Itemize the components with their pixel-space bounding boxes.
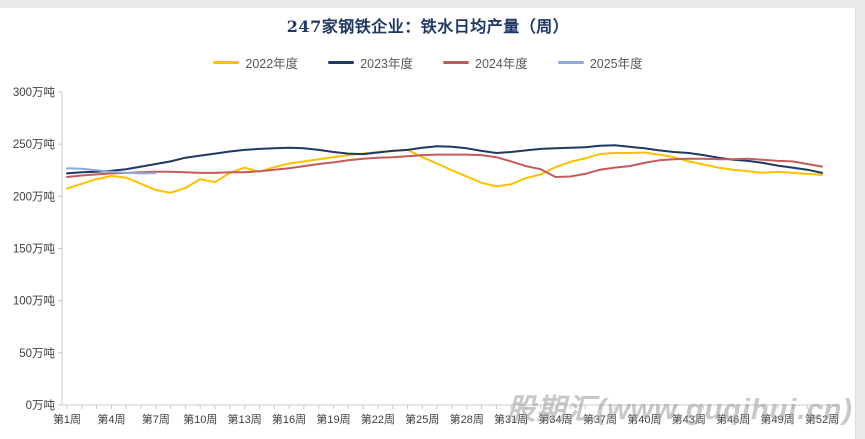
x-tick-label: 第10周	[183, 412, 217, 426]
x-tick-label: 第37周	[583, 412, 617, 426]
y-tick-label: 100万吨	[13, 295, 56, 308]
legend-item-2025: 2025年度	[557, 53, 643, 72]
legend-item-2022: 2022年度	[213, 53, 298, 72]
chart-legend: 2022年度 2023年度 2024年度 2025年度	[0, 53, 856, 72]
series-2024-line	[66, 153, 823, 178]
legend-swatch-2024	[443, 61, 469, 64]
x-tick-label: 第7周	[142, 412, 170, 426]
series-2023-line	[66, 144, 823, 175]
legend-swatch-2022	[213, 61, 240, 64]
series-2022-line	[66, 148, 823, 194]
legend-label-2022: 2022年度	[245, 57, 299, 71]
y-tick-label: 250万吨	[13, 138, 56, 151]
x-tick-label: 第25周	[405, 412, 439, 426]
x-tick-label: 第13周	[228, 412, 262, 426]
legend-item-2024: 2024年度	[443, 53, 528, 72]
series-2025-line	[66, 167, 157, 175]
legend-label-2024: 2024年度	[475, 57, 528, 71]
y-tick-label: 200万吨	[13, 190, 56, 203]
x-tick-label: 第22周	[361, 412, 395, 426]
x-tick-label: 第28周	[450, 412, 484, 426]
chart-title: 247家钢铁企业：铁水日均产量（周）	[286, 17, 570, 36]
x-tick-label: 第16周	[272, 412, 306, 426]
y-tick-label: 0万吨	[26, 399, 56, 412]
legend-swatch-2025	[557, 61, 584, 64]
x-tick-label: 第49周	[760, 412, 794, 426]
chart-card	[0, 8, 856, 439]
y-tick-label: 300万吨	[13, 86, 56, 99]
y-tick-label: 50万吨	[19, 347, 55, 360]
x-tick-label: 第52周	[805, 412, 839, 426]
x-tick-label: 第40周	[627, 412, 661, 426]
legend-swatch-2023	[328, 61, 355, 64]
x-tick-label: 第31周	[494, 412, 528, 426]
x-tick-label: 第1周	[53, 412, 81, 426]
x-tick-label: 第46周	[716, 412, 750, 426]
legend-item-2023: 2023年度	[328, 53, 413, 72]
legend-label-2025: 2025年度	[589, 57, 643, 71]
legend-label-2023: 2023年度	[360, 57, 413, 71]
y-tick-label: 150万吨	[13, 243, 56, 256]
x-tick-label: 第19周	[316, 412, 350, 426]
x-tick-label: 第43周	[672, 412, 706, 426]
x-tick-label: 第34周	[538, 412, 572, 426]
x-tick-label: 第4周	[97, 412, 125, 426]
